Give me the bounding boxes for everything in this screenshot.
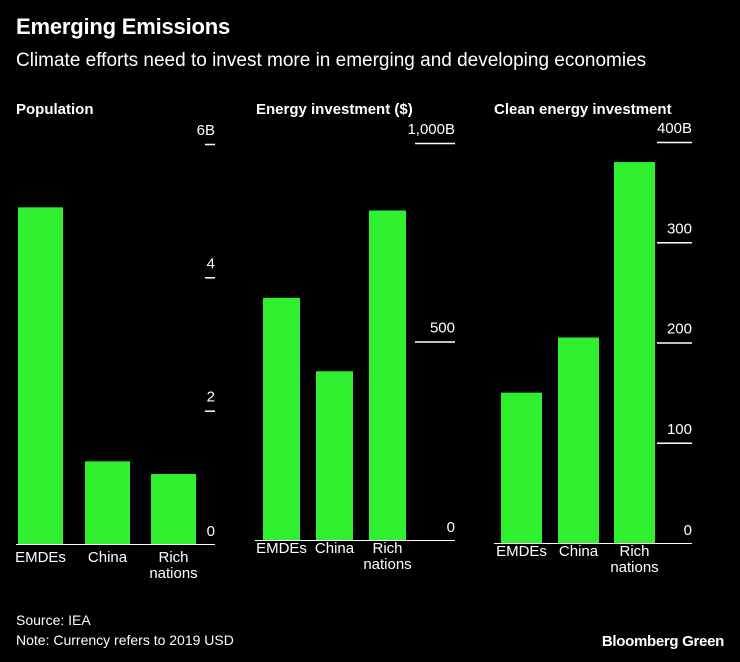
bar bbox=[558, 337, 599, 543]
category-label: EMDEs bbox=[496, 543, 547, 560]
currency-note: Note: Currency refers to 2019 USD bbox=[16, 632, 234, 648]
category-label: China bbox=[88, 549, 128, 566]
tick-label: 200 bbox=[667, 321, 692, 338]
tick-label: 4 bbox=[207, 255, 215, 272]
chart-subtitle: Climate efforts need to invest more in e… bbox=[16, 50, 647, 71]
category-label: China bbox=[559, 543, 599, 560]
category-label: Rich nations bbox=[149, 549, 197, 582]
category-label: China bbox=[315, 540, 355, 557]
tick-label: 100 bbox=[667, 421, 692, 438]
tick-label: 0 bbox=[684, 522, 692, 539]
bar bbox=[151, 474, 196, 544]
category-label: EMDEs bbox=[15, 549, 66, 566]
bar bbox=[614, 162, 655, 544]
panel-title: Population bbox=[16, 101, 94, 118]
bar bbox=[85, 461, 130, 544]
brand-logo: Bloomberg Green bbox=[601, 633, 724, 650]
tick-label: 300 bbox=[667, 220, 692, 237]
tick-label: 0 bbox=[207, 523, 215, 540]
bar bbox=[18, 207, 63, 545]
category-label: Rich nations bbox=[610, 543, 658, 576]
tick-label: 2 bbox=[207, 389, 215, 406]
bar bbox=[316, 371, 353, 540]
panel-title: Clean energy investment bbox=[494, 101, 672, 118]
bar bbox=[263, 297, 300, 540]
bar bbox=[501, 392, 542, 543]
tick-label: 1,000B bbox=[407, 121, 455, 138]
source-note: Source: IEA bbox=[16, 612, 91, 628]
chart-title: Emerging Emissions bbox=[16, 14, 231, 39]
category-label: EMDEs bbox=[256, 540, 307, 557]
panel-title: Energy investment ($) bbox=[256, 101, 413, 118]
tick-label: 6B bbox=[197, 122, 215, 139]
category-label: Rich nations bbox=[363, 540, 411, 573]
tick-label: 500 bbox=[430, 320, 455, 337]
tick-label: 0 bbox=[447, 519, 455, 536]
bar bbox=[369, 210, 406, 541]
tick-label: 400B bbox=[657, 120, 692, 137]
